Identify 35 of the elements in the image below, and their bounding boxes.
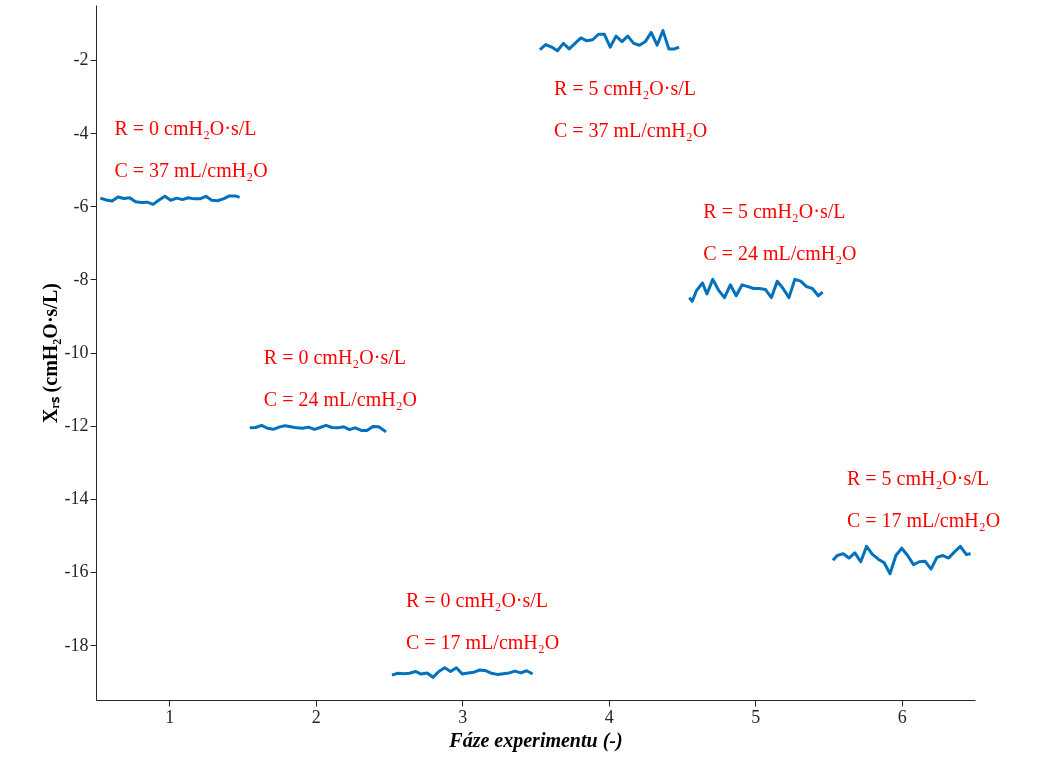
y-tick-label: -4 [73,122,89,143]
y-tick-label: -10 [64,342,89,362]
y-tick-label: -8 [73,268,89,289]
annotation: R = 0 cmH₂O·s/L [405,588,549,611]
annotation: R = 5 cmH₂O·s/L [553,76,697,99]
y-tick-label: -12 [64,415,89,436]
y-axis-title: Xᵣₛ (cmH₂O·s/L) [38,283,62,423]
line-series [538,29,681,53]
annotation: R = 5 cmH₂O·s/L [703,200,846,223]
x-tick-label: 5 [751,706,761,727]
y-tick-label: -2 [73,49,89,70]
x-tick-label: 3 [458,706,468,727]
y-tick-label: -6 [73,195,89,216]
annotation: C = 24 mL/cmH₂O [703,242,857,265]
x-tick-label: 4 [604,706,614,727]
x-tick-label: 2 [311,706,321,727]
annotation: R = 0 cmH₂O·s/L [263,346,406,369]
y-tick-label: -18 [64,634,89,655]
annotation: R = 0 cmH₂O·s/L [114,116,257,139]
x-tick-label: 1 [165,706,175,727]
annotation: R = 5 cmH₂O·s/L [846,467,990,490]
x-tick-label: 6 [897,706,907,727]
annotation: C = 24 mL/cmH₂O [263,388,418,411]
line-series [390,666,535,679]
annotation: C = 37 mL/cmH₂O [553,118,708,141]
annotation: C = 37 mL/cmH₂O [114,158,268,181]
line-series [98,194,242,206]
line-series [248,423,388,434]
line-series [831,544,973,576]
x-axis-title: Fáze experimentu (-) [448,728,623,752]
annotation: C = 17 mL/cmH₂O [846,509,1001,532]
annotation: C = 17 mL/cmH₂O [405,630,560,653]
y-tick-label: -14 [64,488,89,509]
y-tick-label: -16 [64,561,89,582]
line-series [687,277,825,303]
